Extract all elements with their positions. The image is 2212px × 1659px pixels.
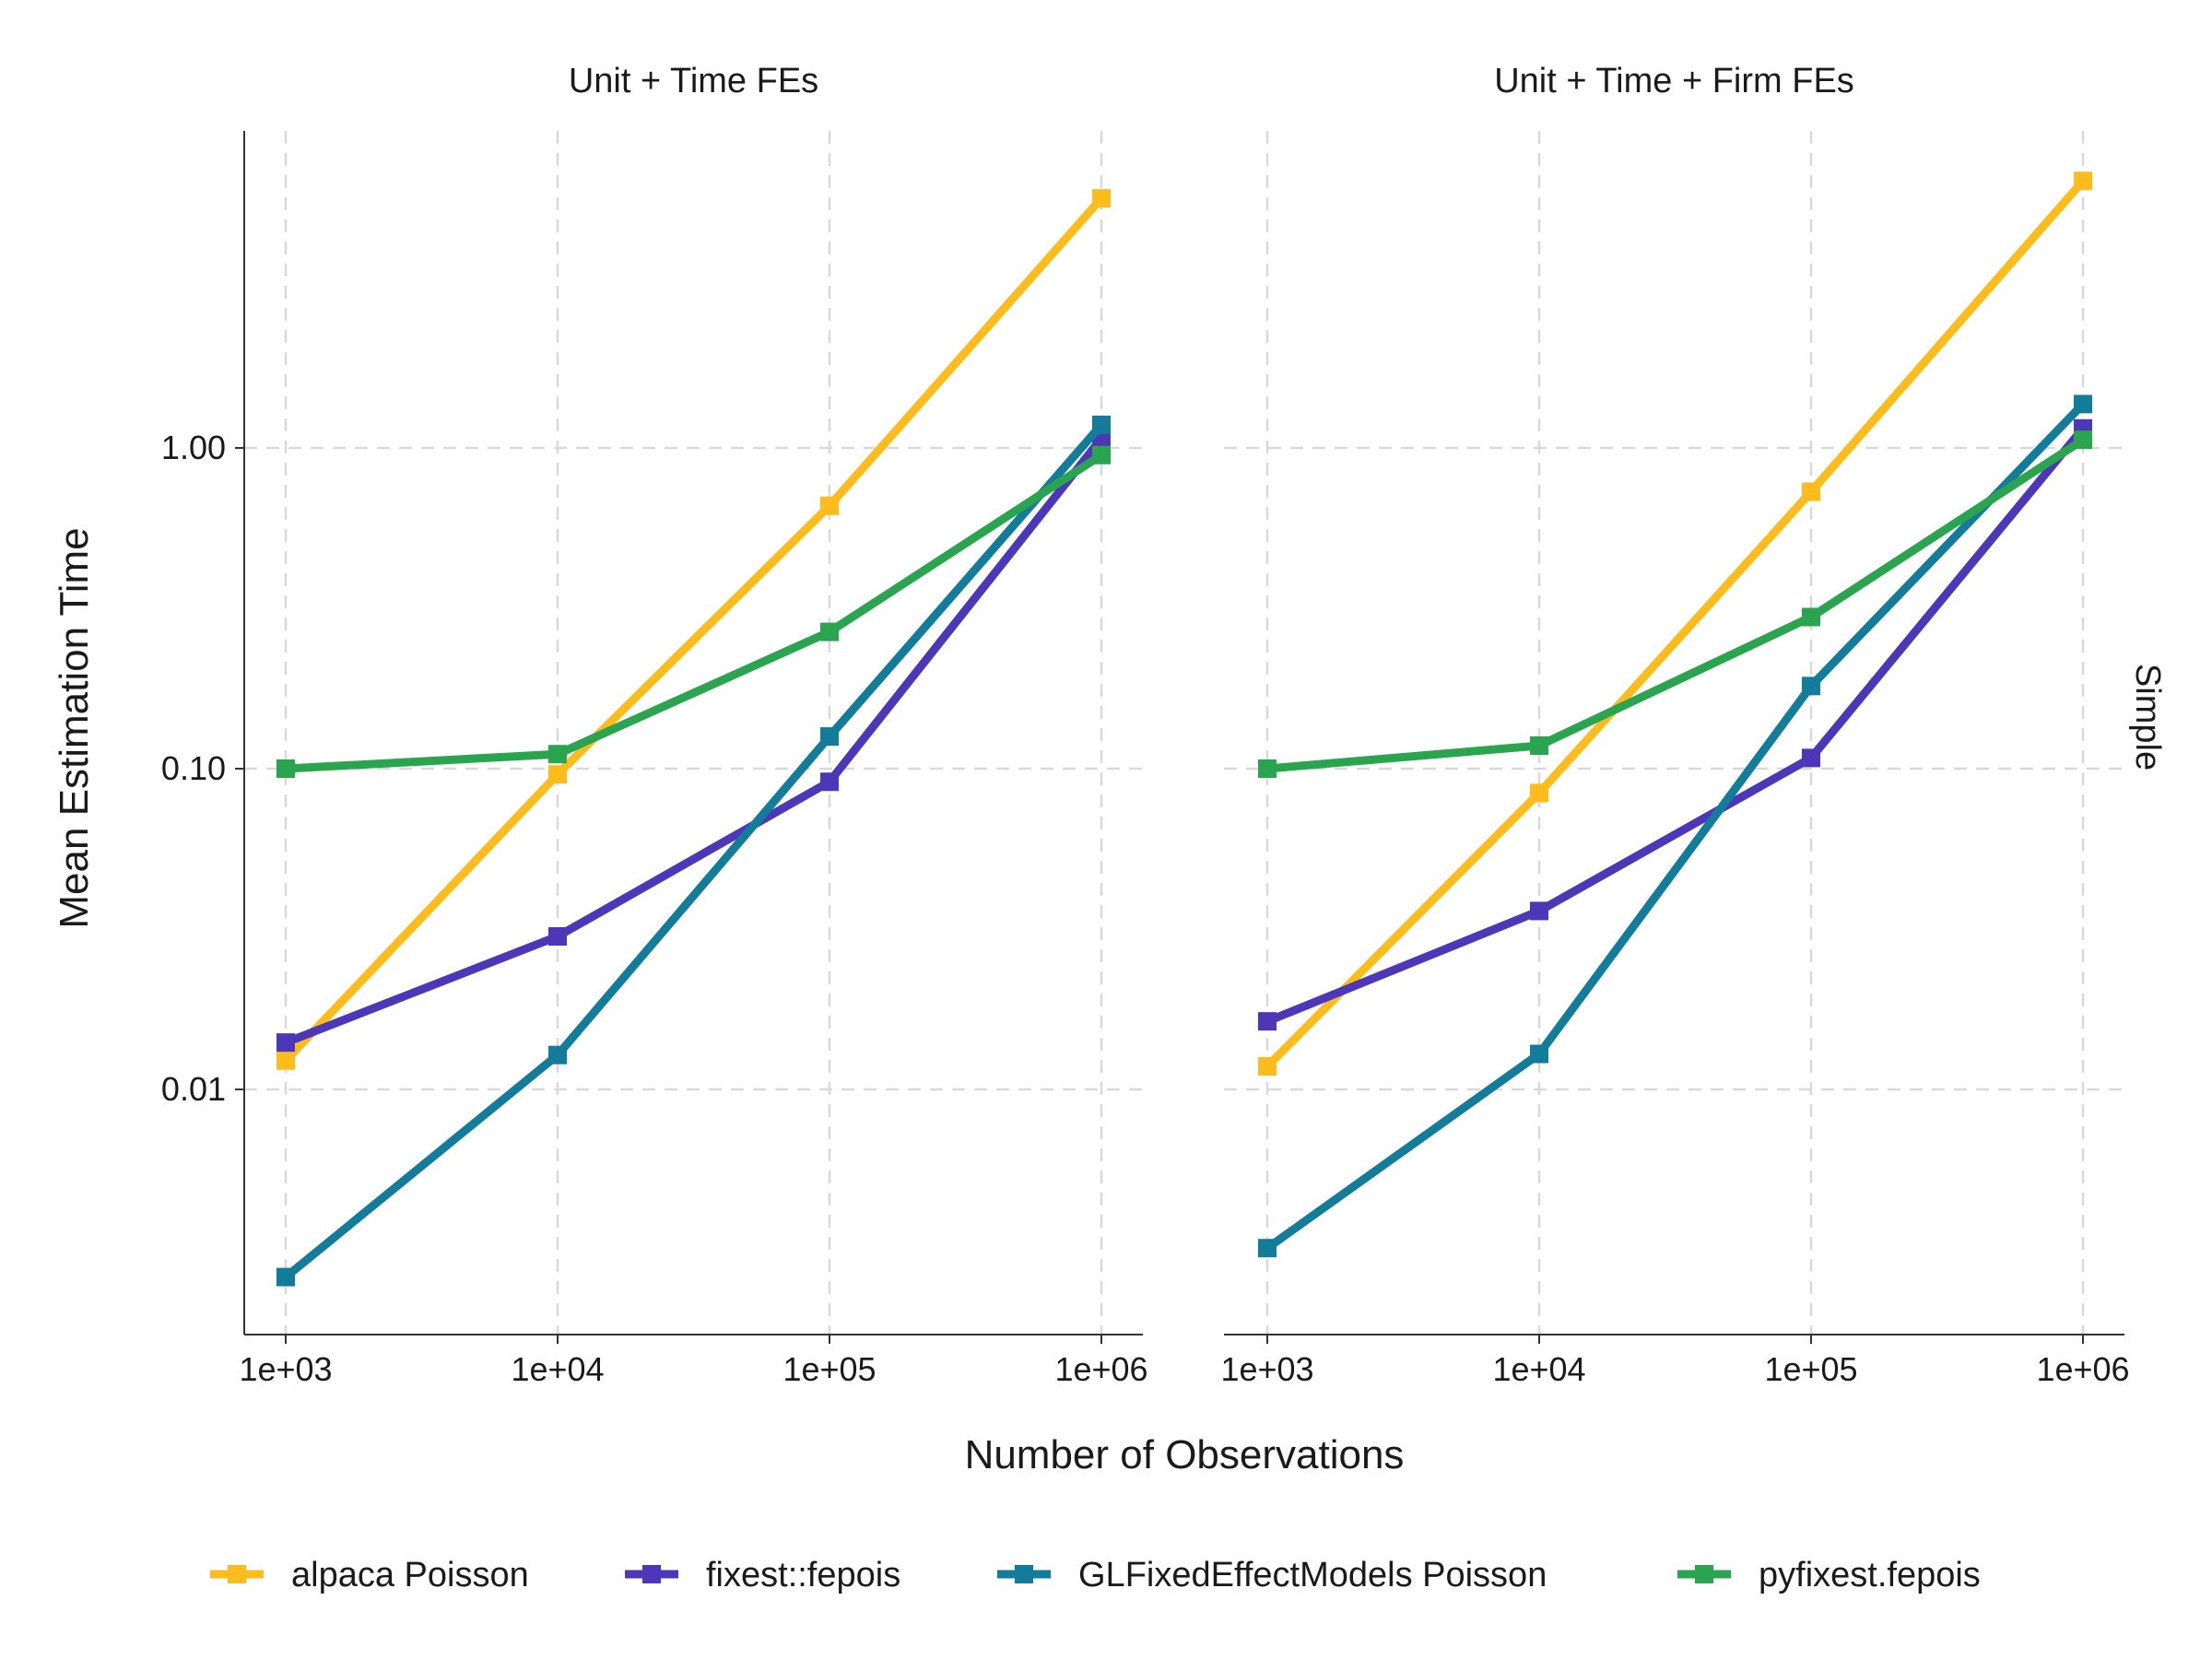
- data-point: [548, 1045, 567, 1065]
- data-point: [820, 622, 839, 641]
- series-glfixedeffectmodels-poisson: [276, 415, 1111, 1287]
- series-line: [1263, 424, 2088, 1026]
- legend-label: GLFixedEffectModels Poisson: [1078, 1556, 1547, 1594]
- series-line: [281, 194, 1106, 1065]
- x-tick-label: 1e+03: [1220, 1350, 1313, 1388]
- series-fixest-fepois: [276, 429, 1111, 1053]
- data-point: [276, 1267, 295, 1287]
- data-point: [1530, 1044, 1548, 1064]
- data-point: [1802, 748, 1820, 768]
- plot-area: Unit + Time FEs 1e+03 1e+04 1e+05 1e+06 0.01 0…: [161, 62, 2130, 1388]
- panel-title: Unit + Time FEs: [569, 62, 818, 100]
- series-line: [1263, 399, 2088, 1253]
- y-tick-label: 0.01: [161, 1070, 226, 1108]
- series-line: [1263, 435, 2088, 773]
- legend-key-marker: [1015, 1565, 1033, 1583]
- x-tick-label: 1e+05: [1764, 1350, 1857, 1388]
- legend-item-glfixedeffectmodels-poisson: GLFixedEffectModels Poisson: [997, 1556, 1547, 1594]
- data-point: [1092, 415, 1111, 434]
- data-point: [1802, 482, 1820, 501]
- x-tick-label: 1e+03: [239, 1350, 332, 1388]
- x-tick-label: 1e+04: [511, 1350, 604, 1388]
- data-point: [548, 745, 567, 764]
- series-fixest-fepois: [1258, 418, 2092, 1031]
- data-point: [820, 727, 839, 747]
- data-point: [1802, 607, 1820, 627]
- series-pyfixest-fepois: [276, 445, 1111, 778]
- panel-2: Unit + Time + Firm FEs 1e+03 1e+04 1e+05 1e+…: [1220, 62, 2129, 1388]
- data-point: [548, 926, 567, 946]
- data-point: [2074, 430, 2092, 450]
- data-point: [2074, 171, 2092, 191]
- series-pyfixest-fepois: [1258, 430, 2092, 778]
- data-point: [820, 772, 839, 792]
- series-alpaca-poisson: [276, 189, 1111, 1070]
- data-point: [1258, 1239, 1277, 1258]
- data-point: [1530, 735, 1548, 755]
- series-glfixedeffectmodels-poisson: [1258, 394, 2092, 1258]
- x-axis-title: Number of Observations: [965, 1432, 1405, 1477]
- legend-label: pyfixest.fepois: [1759, 1556, 1981, 1594]
- data-point: [276, 759, 295, 778]
- legend-label: fixest::fepois: [706, 1556, 900, 1594]
- data-point: [2074, 394, 2092, 414]
- row-strip-label: Simple: [2128, 664, 2167, 771]
- legend-key-marker: [228, 1565, 246, 1583]
- data-point: [1802, 677, 1820, 696]
- series-line: [281, 434, 1106, 1047]
- data-point: [1092, 189, 1111, 208]
- data-point: [1258, 1012, 1277, 1031]
- y-tick-label: 0.10: [161, 749, 226, 787]
- data-point: [1530, 901, 1548, 921]
- panel-1: Unit + Time FEs 1e+03 1e+04 1e+05 1e+06 0.01 0…: [161, 62, 1148, 1388]
- panel-title: Unit + Time + Firm FEs: [1494, 62, 1854, 100]
- x-tick-label: 1e+05: [782, 1350, 876, 1388]
- data-point: [1258, 759, 1277, 778]
- series-line: [1263, 176, 2088, 1071]
- series-line: [281, 420, 1106, 1282]
- x-tick-label: 1e+06: [1054, 1350, 1147, 1388]
- data-point: [276, 1033, 295, 1053]
- data-point: [820, 496, 839, 515]
- data-point: [1092, 445, 1111, 465]
- data-point: [548, 765, 567, 784]
- data-point: [1530, 783, 1548, 803]
- x-tick-label: 1e+04: [1492, 1350, 1585, 1388]
- series-line: [281, 451, 1106, 773]
- series-alpaca-poisson: [1258, 171, 2092, 1076]
- y-axis-title: Mean Estimation Time: [52, 527, 97, 928]
- legend-item-alpaca-poisson: alpaca Poisson: [210, 1556, 529, 1594]
- data-point: [276, 1051, 295, 1070]
- legend-item-fixest-fepois: fixest::fepois: [625, 1556, 900, 1594]
- legend: alpaca Poisson fixest::fepois GLFixedEffec…: [210, 1556, 1981, 1594]
- y-tick-label: 1.00: [161, 429, 226, 466]
- legend-label: alpaca Poisson: [291, 1556, 529, 1594]
- x-tick-label: 1e+06: [2036, 1350, 2129, 1388]
- legend-key-marker: [642, 1565, 661, 1583]
- data-point: [1258, 1056, 1277, 1076]
- legend-key-marker: [1695, 1565, 1713, 1583]
- legend-item-pyfixest-fepois: pyfixest.fepois: [1677, 1556, 1981, 1594]
